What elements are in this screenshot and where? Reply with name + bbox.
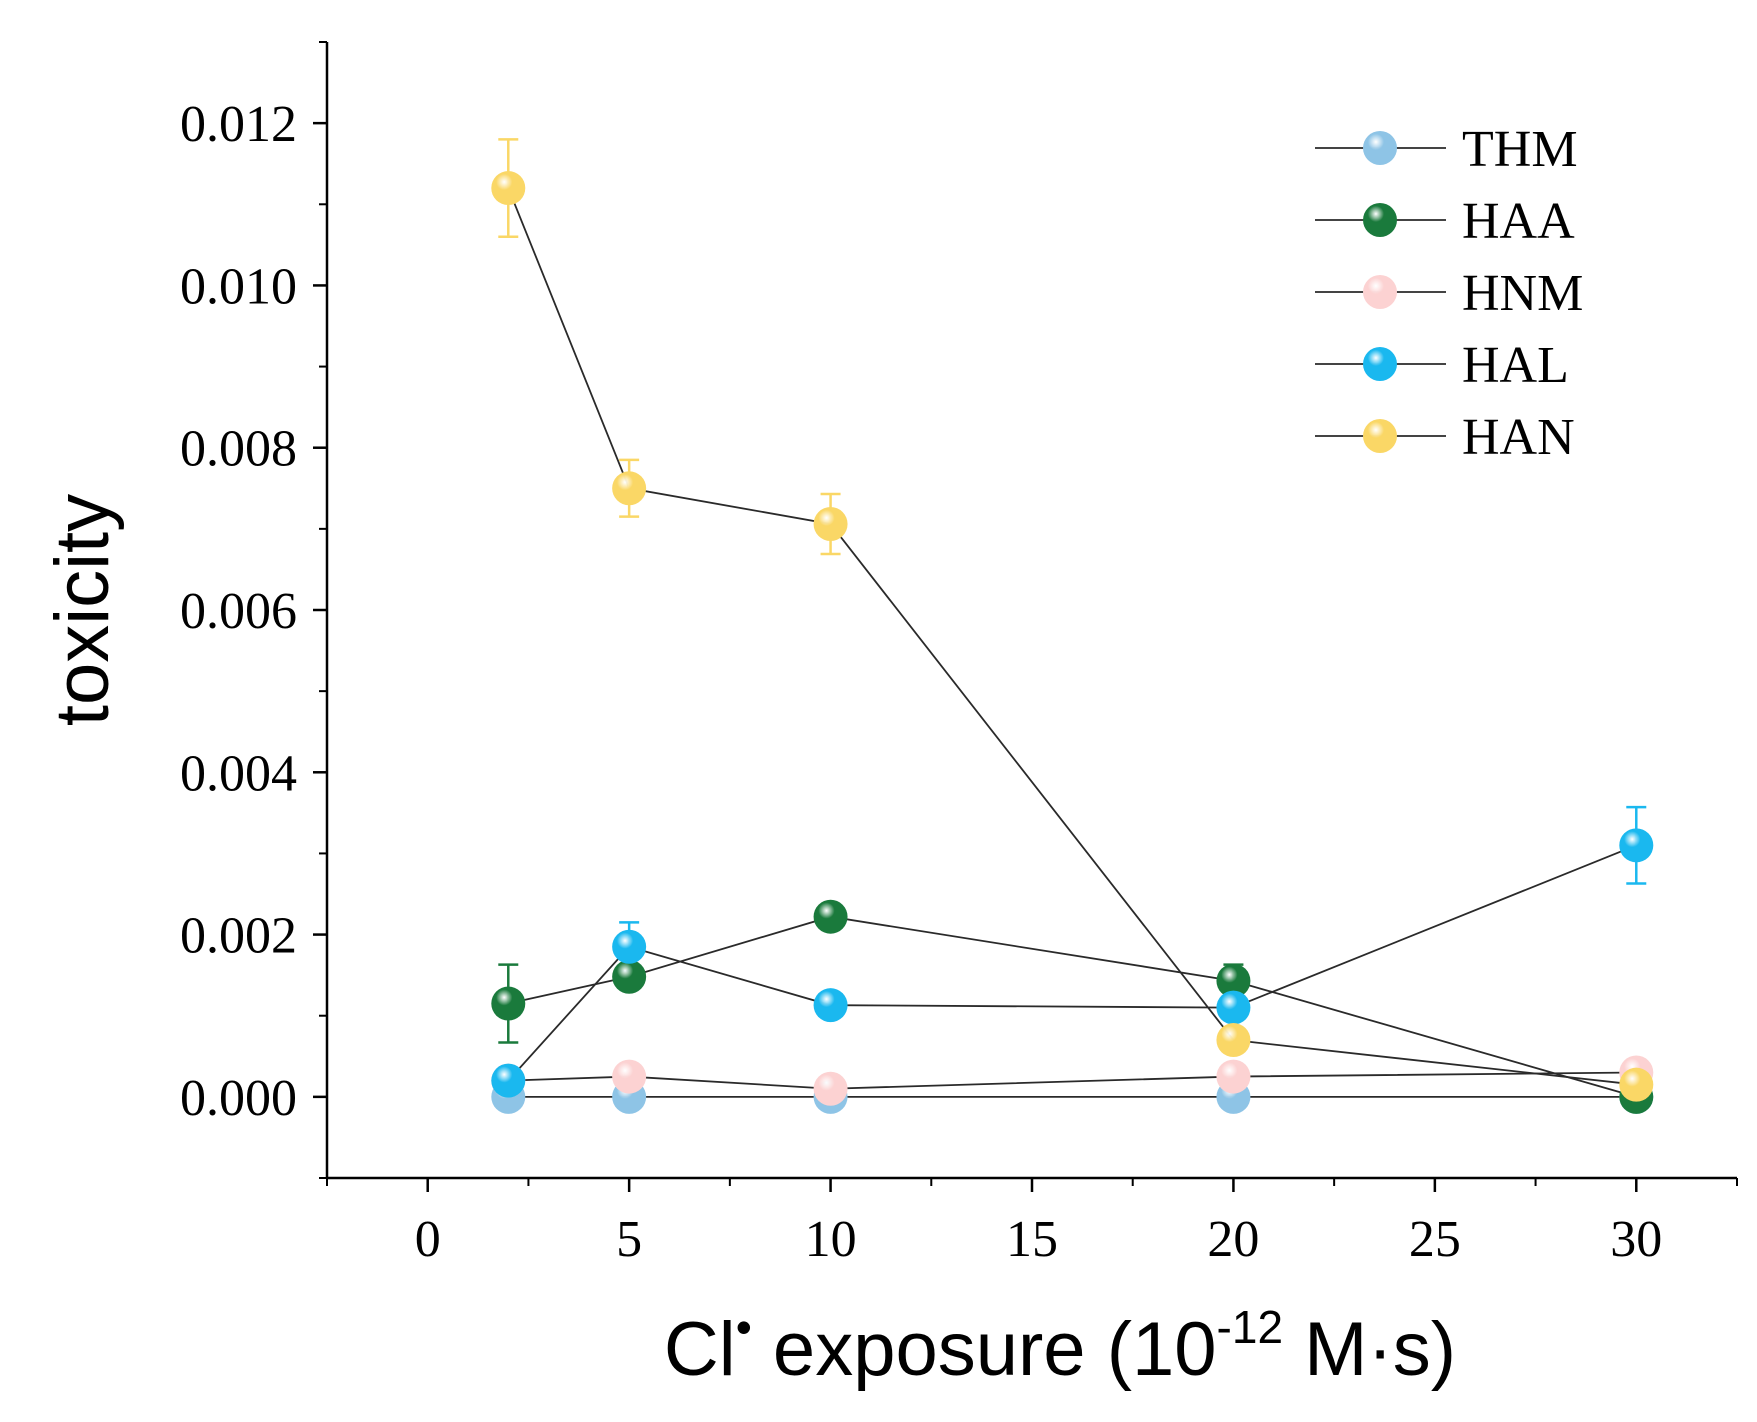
x-tick-label: 5 [616, 1211, 642, 1268]
x-axis-title-middle: exposure (10 [752, 1307, 1217, 1392]
legend-label: THM [1462, 121, 1578, 178]
x-axis-title-prefix: Cl [664, 1307, 736, 1392]
data-point-han [1619, 1067, 1654, 1102]
x-tick-label: 10 [805, 1211, 857, 1268]
data-point-haa [1216, 963, 1251, 998]
legend-marker [1363, 347, 1397, 381]
data-point-han [1216, 1023, 1251, 1058]
y-axis-title: toxicity [40, 494, 125, 726]
y-tick-label: 0.004 [180, 745, 297, 802]
legend: THM HAA HNM HAL HAN [1315, 121, 1583, 466]
data-point-haa [491, 986, 526, 1021]
data-point-han [491, 171, 526, 206]
legend-item-han: HAN [1315, 409, 1575, 466]
x-tick-label: 30 [1610, 1211, 1662, 1268]
legend-marker [1363, 131, 1397, 165]
data-point-hal [491, 1063, 526, 1098]
data-point-hal [1216, 990, 1251, 1025]
x-tick-label: 15 [1006, 1211, 1058, 1268]
x-axis-title-exponent: -12 [1217, 1301, 1283, 1353]
data-point-han [612, 471, 647, 506]
legend-marker [1363, 419, 1397, 453]
legend-item-hnm: HNM [1315, 265, 1583, 322]
y-tick-label: 0.012 [180, 96, 297, 153]
legend-label: HAA [1462, 193, 1575, 250]
data-point-hnm [612, 1059, 647, 1094]
legend-marker [1363, 275, 1397, 309]
legend-marker [1363, 203, 1397, 237]
y-tick-label: 0.002 [180, 908, 297, 965]
y-tick-label: 0.000 [180, 1070, 297, 1127]
data-point-haa [612, 959, 647, 994]
data-point-hnm [813, 1071, 848, 1106]
x-axis-title-suffix: M·s) [1283, 1307, 1456, 1392]
legend-label: HNM [1462, 265, 1583, 322]
data-point-haa [813, 899, 848, 934]
legend-label: HAN [1462, 409, 1575, 466]
data-point-hal [612, 929, 647, 964]
legend-item-thm: THM [1315, 121, 1578, 178]
y-tick-label: 0.006 [180, 583, 297, 640]
legend-item-hal: HAL [1315, 337, 1569, 394]
x-axis-title-radical-dot: • [736, 1301, 752, 1353]
x-tick-label: 0 [415, 1211, 441, 1268]
series-line-han [507, 187, 1637, 1086]
data-point-hal [813, 988, 848, 1023]
y-tick-label: 0.008 [180, 421, 297, 478]
x-tick-label: 20 [1207, 1211, 1259, 1268]
legend-label: HAL [1462, 337, 1569, 394]
data-point-han [813, 506, 848, 541]
legend-item-haa: HAA [1315, 193, 1575, 250]
series-line-hnm [508, 1071, 1637, 1090]
y-tick-label: 0.010 [180, 258, 297, 315]
x-tick-label: 25 [1409, 1211, 1461, 1268]
data-point-hnm [1216, 1059, 1251, 1094]
data-point-hal [1619, 828, 1654, 863]
x-axis-title: Cl• exposure (10-12 M·s) [664, 1301, 1456, 1392]
